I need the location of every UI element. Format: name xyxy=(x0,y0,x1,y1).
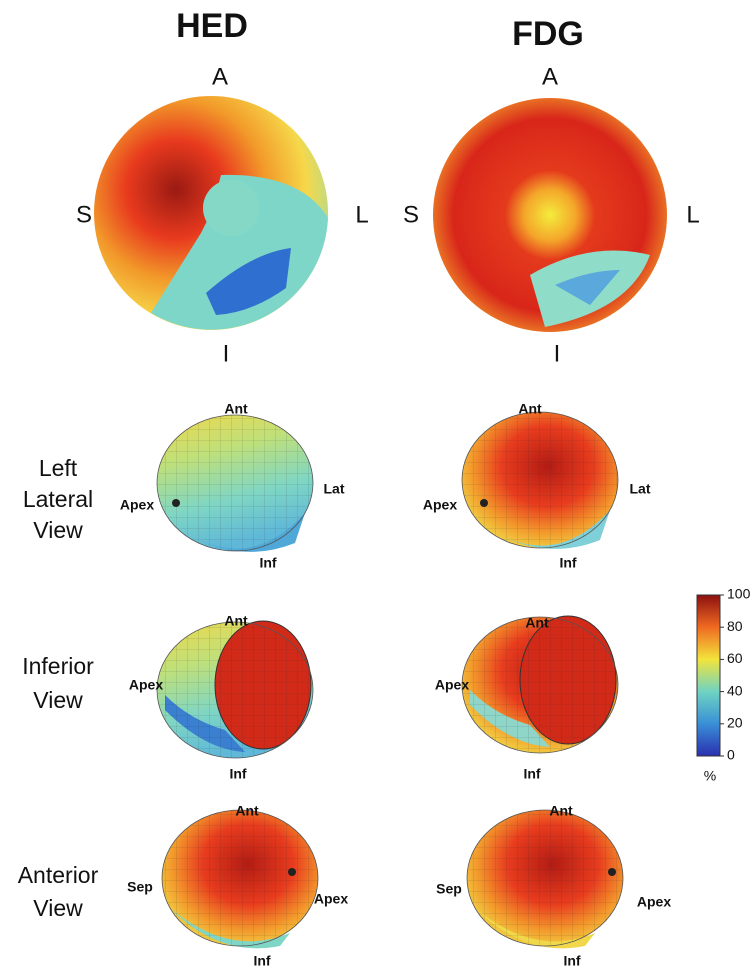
view-label: Ant xyxy=(549,803,573,819)
colorbar-unit: % xyxy=(704,768,716,784)
heart-view xyxy=(462,412,618,549)
heart-mesh xyxy=(157,415,313,551)
colorbar-tick-label: 20 xyxy=(727,715,743,731)
row-label: Left xyxy=(39,455,78,481)
row-label: Inferior xyxy=(22,653,94,679)
view-label: Apex xyxy=(637,894,671,910)
view-label: Lat xyxy=(630,481,651,497)
heart-view xyxy=(462,616,618,753)
heart-mesh xyxy=(157,622,313,758)
colorbar-tick-label: 80 xyxy=(727,618,743,634)
row-label: View xyxy=(33,895,83,921)
heart-mesh xyxy=(462,412,618,548)
polar-label: S xyxy=(403,201,419,228)
figure: HED A S L I FDG A S L I Left Lateral View Inferior Vie… xyxy=(0,0,751,971)
polar-label: S xyxy=(76,201,92,228)
view-label: Apex xyxy=(314,891,348,907)
colorbar-tick-label: 40 xyxy=(727,682,743,698)
view-label: Ant xyxy=(518,401,542,417)
polar-label: A xyxy=(542,63,558,90)
view-label: Sep xyxy=(127,879,153,895)
heart-view xyxy=(162,810,318,948)
heart-mesh xyxy=(467,810,623,946)
heart-view xyxy=(467,810,623,948)
polar-label: I xyxy=(223,340,230,367)
heart-apex xyxy=(480,499,488,507)
view-label: Sep xyxy=(436,881,462,897)
heart-view xyxy=(157,415,313,552)
row-label: View xyxy=(33,517,83,543)
colorbar-tick-label: 100 xyxy=(727,586,751,602)
colorbar xyxy=(697,595,720,756)
view-label: Ant xyxy=(224,613,248,629)
heart-apex xyxy=(172,499,180,507)
colorbar-tick-label: 60 xyxy=(727,650,743,666)
heart-view xyxy=(157,621,313,758)
view-label: Apex xyxy=(129,677,163,693)
heart-apex xyxy=(288,868,296,876)
view-label: Inf xyxy=(229,766,246,782)
heart-apex xyxy=(608,868,616,876)
polar-label: A xyxy=(212,63,228,90)
view-label: Ant xyxy=(525,615,549,631)
polar-label: L xyxy=(355,201,368,228)
column-title: HED xyxy=(176,7,248,45)
row-label: View xyxy=(33,687,83,713)
view-label: Inf xyxy=(259,555,276,571)
polar-label: I xyxy=(554,340,561,367)
view-label: Apex xyxy=(423,497,457,513)
heart-mesh xyxy=(462,617,618,753)
view-label: Inf xyxy=(559,555,576,571)
heart-mesh xyxy=(162,810,318,946)
view-label: Inf xyxy=(253,953,270,969)
column-title: FDG xyxy=(512,15,584,53)
colorbar-tick-label: 0 xyxy=(727,747,735,763)
view-label: Inf xyxy=(563,953,580,969)
row-label: Anterior xyxy=(18,862,99,888)
polar-center xyxy=(203,180,259,236)
view-label: Ant xyxy=(224,401,248,417)
view-label: Apex xyxy=(435,677,469,693)
polar-label: L xyxy=(686,201,699,228)
view-label: Inf xyxy=(523,766,540,782)
view-label: Apex xyxy=(120,497,154,513)
view-label: Lat xyxy=(324,481,345,497)
view-label: Ant xyxy=(235,803,259,819)
row-label: Lateral xyxy=(23,486,93,512)
